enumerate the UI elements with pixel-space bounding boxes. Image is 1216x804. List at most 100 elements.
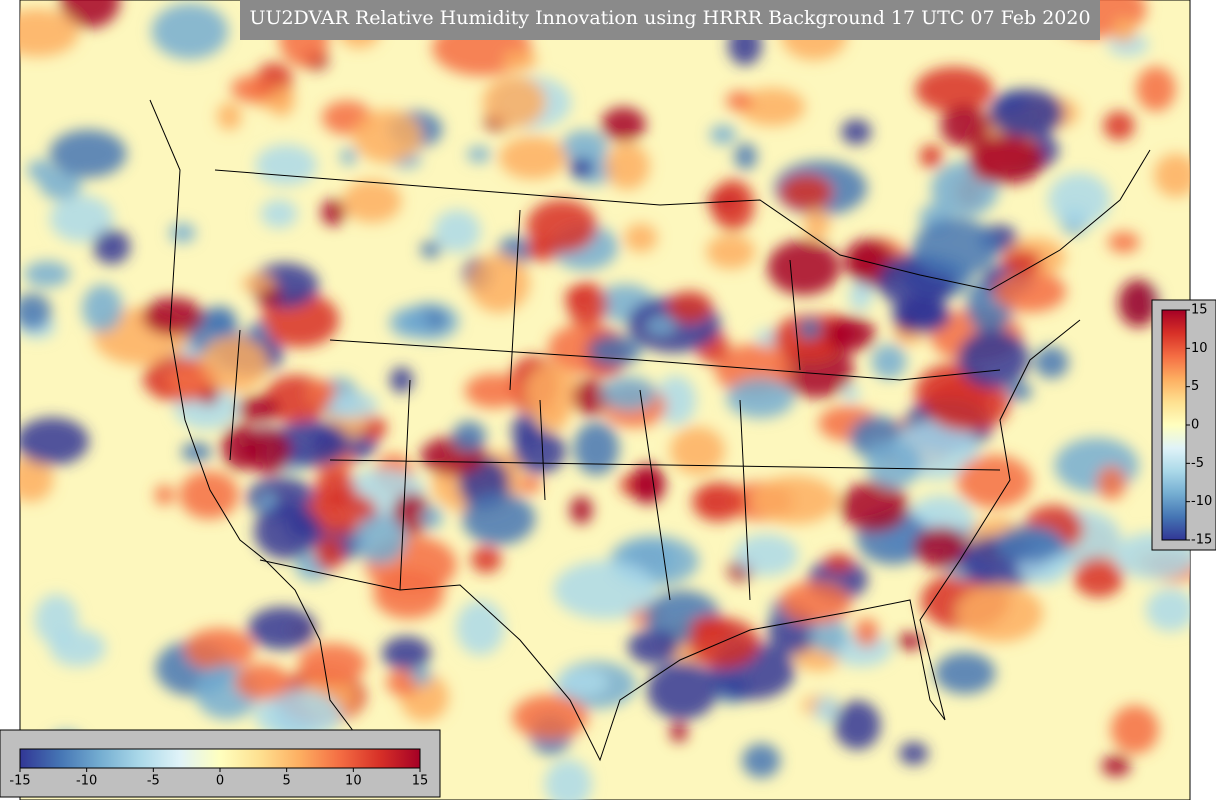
field-blob xyxy=(389,307,431,338)
field-blob xyxy=(624,223,658,253)
field-blob xyxy=(798,318,822,340)
field-blob xyxy=(1145,588,1190,632)
field-blob xyxy=(1006,382,1033,401)
field-blob xyxy=(726,378,795,419)
field-blob xyxy=(93,229,131,265)
field-blob xyxy=(234,663,290,701)
field-blob xyxy=(646,661,718,720)
field-blob xyxy=(1110,705,1159,754)
field-blob xyxy=(20,417,89,466)
field-blob xyxy=(968,135,1045,185)
field-blob xyxy=(389,366,414,393)
field-blob xyxy=(23,260,71,288)
field-blob xyxy=(646,317,676,334)
field-blob xyxy=(1153,153,1190,198)
field-blob xyxy=(60,0,120,28)
field-blob xyxy=(342,179,402,223)
colorbar-tick-label: 0 xyxy=(216,774,224,789)
field-blob xyxy=(709,125,737,145)
field-blob xyxy=(410,665,432,686)
field-blob xyxy=(237,395,280,423)
field-blob xyxy=(825,316,876,352)
field-blob xyxy=(779,174,833,211)
field-blob xyxy=(151,3,229,60)
field-blob xyxy=(1107,231,1140,253)
field-blob xyxy=(1103,111,1135,141)
field-blob xyxy=(741,743,781,778)
field-blob xyxy=(813,695,840,723)
field-blob xyxy=(711,179,755,231)
field-blob xyxy=(809,616,848,654)
colorbar-tick-label: -15 xyxy=(9,774,30,789)
boundaries xyxy=(149,99,1151,762)
field-blob xyxy=(20,8,79,57)
field-blob xyxy=(834,700,881,750)
colorbar-tick-label: 5 xyxy=(283,774,291,789)
field-blob xyxy=(993,270,1067,313)
field-blob xyxy=(1054,437,1139,494)
south-coast xyxy=(259,319,1081,762)
colorbar-tick-label: -15 xyxy=(1191,533,1212,548)
field-blob xyxy=(352,109,423,163)
field-blob xyxy=(1034,346,1069,379)
field-blob xyxy=(82,284,123,333)
field-blob xyxy=(1001,249,1042,273)
field-blob xyxy=(848,282,873,311)
field-blob xyxy=(512,694,589,740)
field-blob xyxy=(843,384,860,403)
field-blob xyxy=(482,76,547,128)
field-blob xyxy=(569,496,593,525)
field-blob xyxy=(244,427,291,475)
colorbar-tick-label: -5 xyxy=(1191,456,1204,471)
field-blob xyxy=(840,481,910,532)
field-blob xyxy=(49,195,114,242)
field-blob xyxy=(899,741,929,765)
field-blob xyxy=(165,363,210,397)
field-blob xyxy=(49,129,127,178)
field-blob xyxy=(553,560,657,619)
field-blob xyxy=(392,492,431,535)
field-blob xyxy=(779,581,852,625)
field-blob xyxy=(253,503,321,560)
field-blob xyxy=(1096,465,1126,500)
field-blob xyxy=(467,146,491,163)
field-blob xyxy=(260,199,298,229)
field-blob xyxy=(924,376,1010,432)
field-blob xyxy=(915,66,994,113)
field-blob xyxy=(198,336,269,393)
field-blob xyxy=(470,545,502,574)
field-blob xyxy=(706,234,756,270)
field-blob xyxy=(957,329,1029,389)
field-blob xyxy=(1112,17,1136,44)
field-blob xyxy=(456,600,505,656)
field-blob xyxy=(255,144,317,186)
colorbar-tick-label: -10 xyxy=(76,774,97,789)
field-blob xyxy=(1048,172,1111,227)
field-blob xyxy=(670,426,725,475)
state-lines xyxy=(229,209,1001,601)
field-blob xyxy=(630,463,666,505)
field-blob xyxy=(499,136,567,180)
field-blob xyxy=(567,281,608,328)
field-blob xyxy=(605,142,650,190)
colorbar-tick-label: 0 xyxy=(1191,418,1199,433)
field-blob xyxy=(241,274,275,293)
field-blob xyxy=(841,119,872,145)
field-blob xyxy=(468,253,530,313)
field-blob xyxy=(230,75,272,103)
field-blob xyxy=(254,689,343,740)
field-blob xyxy=(871,343,907,380)
map-title: UU2DVAR Relative Humidity Innovation usi… xyxy=(249,7,1090,29)
field-blob xyxy=(20,456,54,502)
colorbar-tick-label: 15 xyxy=(412,774,429,789)
colorbar-tick-label: 15 xyxy=(1191,303,1208,318)
field-blob xyxy=(556,667,609,697)
field-blob xyxy=(601,376,657,411)
colorbar xyxy=(1161,309,1187,541)
field-blob xyxy=(544,759,592,800)
field-blob xyxy=(823,553,854,573)
colorbar xyxy=(19,748,421,769)
field-blob xyxy=(1118,279,1159,328)
